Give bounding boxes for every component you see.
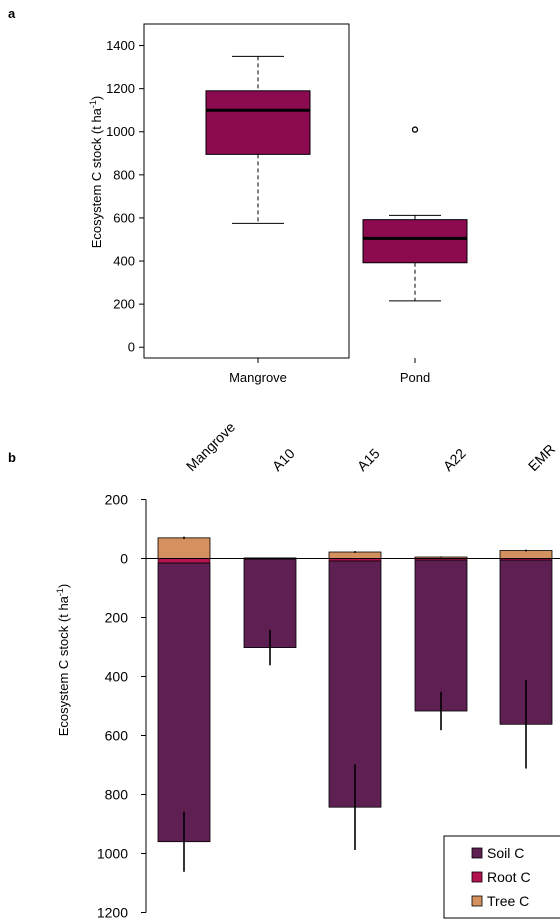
plot-frame [143, 23, 350, 359]
bar-soil-c [157, 562, 211, 843]
y-tick-label: 200 [105, 492, 129, 508]
y-tick-label: 200 [105, 610, 129, 626]
y-tick-label: 600 [105, 728, 129, 744]
y-tick-label: 1000 [97, 846, 128, 862]
x-category-label: A15 [354, 445, 383, 474]
legend-label: Tree C [487, 893, 529, 909]
box-mangrove [205, 90, 311, 155]
y-tick-label: 400 [113, 254, 135, 269]
x-tick-label: Mangrove [229, 370, 287, 385]
y-tick-label: 0 [128, 340, 135, 355]
x-tick-label: Pond [400, 370, 430, 385]
panel-b-plot: 1200 1000 800 600 400 200 0 200 Mangrove A10 A15 A2… [97, 419, 560, 921]
legend-swatch [471, 847, 483, 859]
x-category-label: A10 [269, 445, 298, 474]
x-category-label: A22 [440, 445, 469, 474]
bar-root-c [157, 558, 211, 564]
y-tick-label: 200 [113, 297, 135, 312]
y-tick-label: 1000 [106, 124, 135, 139]
bar-tree-c [328, 551, 382, 559]
bar-tree-c [157, 537, 211, 559]
legend-swatch [471, 871, 483, 883]
y-tick-label: 400 [105, 669, 129, 685]
outlier-point [411, 126, 419, 133]
y-tick-label: 800 [113, 167, 135, 182]
y-tick-label: 1400 [106, 38, 135, 53]
y-tick-label: 0 [120, 551, 128, 567]
panel-b-ylabel: Ecosystem C stock (t ha-1) [55, 584, 71, 737]
bar-tree-c [499, 550, 553, 559]
y-tick-label: 600 [113, 210, 135, 225]
legend-label: Soil C [487, 845, 524, 861]
x-category-label: EMR [525, 441, 558, 474]
legend-label: Root C [487, 869, 531, 885]
x-category-label: Mangrove [183, 419, 238, 474]
legend-swatch [471, 895, 483, 907]
legend-box [443, 835, 560, 919]
panel-a-ylabel: Ecosystem C stock (t ha-1) [88, 96, 104, 249]
panel-a-plot: 0 200 400 600 800 1000 1200 1400 Mangrove Pond [106, 23, 468, 385]
panel-a-label: a [8, 6, 16, 21]
box-pond [362, 219, 468, 264]
y-tick-label: 1200 [106, 81, 135, 96]
y-tick-label: 800 [105, 787, 129, 803]
bar-soil-c [414, 559, 468, 712]
panel-b-label: b [8, 450, 16, 465]
y-tick-label: 1200 [97, 905, 128, 921]
